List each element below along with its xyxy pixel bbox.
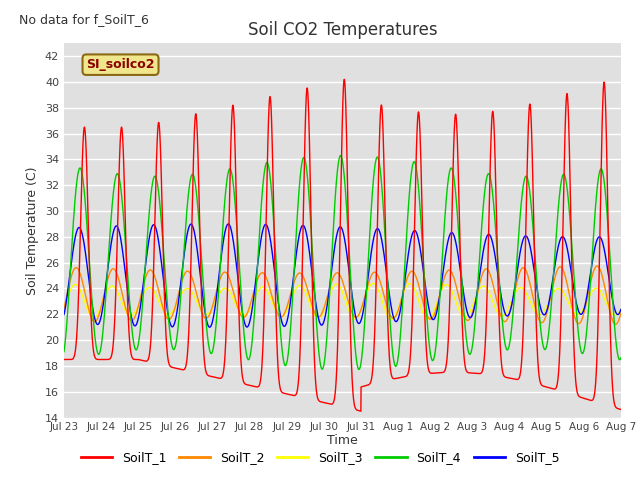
- Text: SI_soilco2: SI_soilco2: [86, 58, 155, 71]
- Title: Soil CO2 Temperatures: Soil CO2 Temperatures: [248, 21, 437, 39]
- Text: No data for f_SoilT_6: No data for f_SoilT_6: [19, 13, 149, 26]
- X-axis label: Time: Time: [327, 434, 358, 447]
- Legend: SoilT_1, SoilT_2, SoilT_3, SoilT_4, SoilT_5: SoilT_1, SoilT_2, SoilT_3, SoilT_4, Soil…: [76, 446, 564, 469]
- Y-axis label: Soil Temperature (C): Soil Temperature (C): [26, 166, 39, 295]
